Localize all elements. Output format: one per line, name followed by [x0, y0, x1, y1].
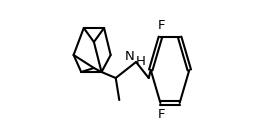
Text: F: F: [157, 19, 165, 32]
Text: H: H: [136, 55, 146, 69]
Text: F: F: [157, 108, 165, 121]
Text: N: N: [125, 50, 135, 63]
